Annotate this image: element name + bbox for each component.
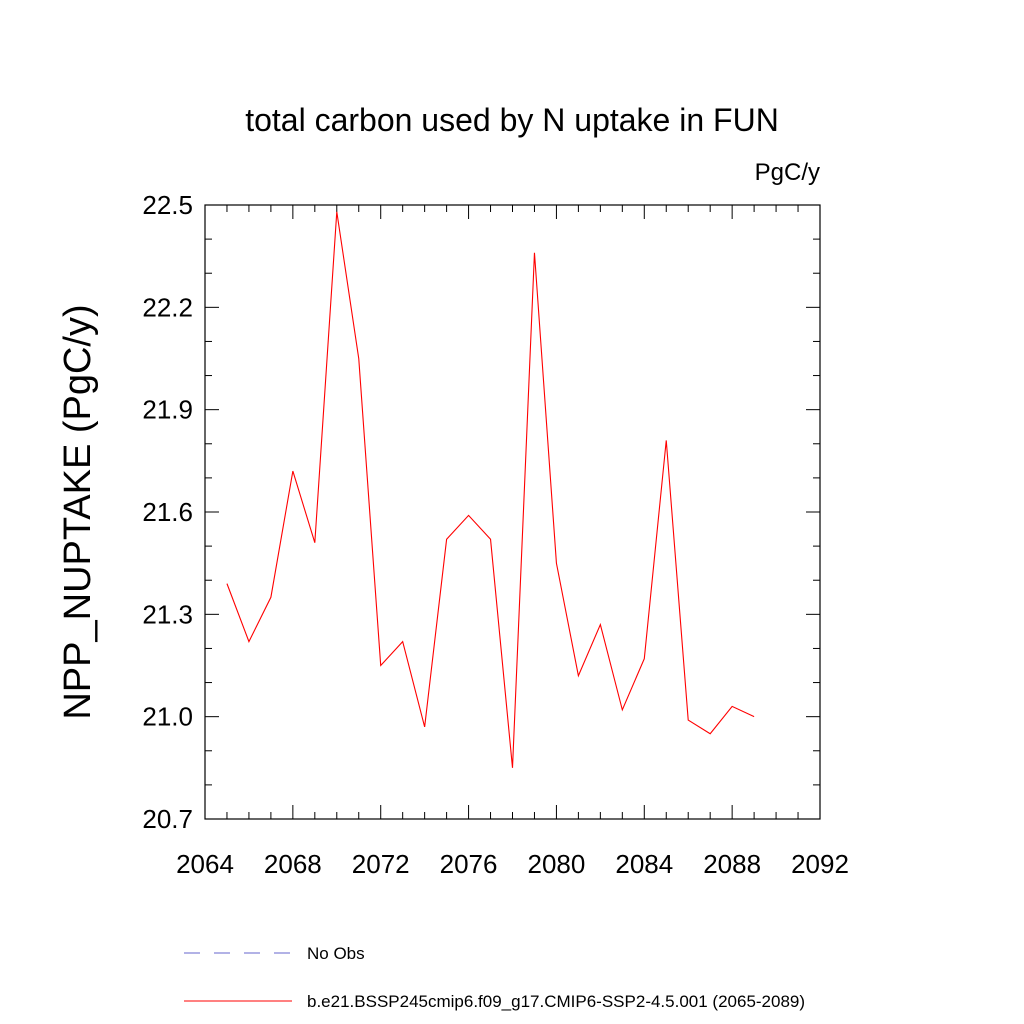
x-tick-label: 2068 xyxy=(264,849,322,879)
y-axis-label: NPP_NUPTAKE (PgC/y) xyxy=(57,304,99,719)
axis-ticks xyxy=(204,204,821,820)
legend: No Obs b.e21.BSSP245cmip6.f09_g17.CMIP6-… xyxy=(184,944,805,1011)
series-line xyxy=(226,211,755,768)
y-tick-label: 21.3 xyxy=(142,599,193,629)
y-tick-label: 20.7 xyxy=(142,804,193,834)
x-tick-label: 2080 xyxy=(528,849,586,879)
x-tick-label: 2076 xyxy=(440,849,498,879)
x-tick-label: 2088 xyxy=(703,849,761,879)
legend-label-model-run: b.e21.BSSP245cmip6.f09_g17.CMIP6-SSP2-4.… xyxy=(307,992,805,1011)
y-tick-label: 21.9 xyxy=(142,395,193,425)
y-tick-label: 21.6 xyxy=(142,497,193,527)
x-tick-label: 2084 xyxy=(615,849,673,879)
data-series xyxy=(226,211,755,768)
y-tick-label: 21.0 xyxy=(142,702,193,732)
y-tick-label: 22.2 xyxy=(142,292,193,322)
plot-frame xyxy=(204,204,821,820)
chart-title: total carbon used by N uptake in FUN xyxy=(245,102,779,138)
axis-tick-labels: 2064 2068 2072 2076 2080 2084 2088 2092 20.7 21.0… xyxy=(142,190,849,879)
legend-label-no-obs: No Obs xyxy=(307,944,365,963)
units-label: PgC/y xyxy=(755,159,820,186)
x-tick-label: 2092 xyxy=(791,849,849,879)
x-tick-label: 2072 xyxy=(352,849,410,879)
y-tick-label: 22.5 xyxy=(142,190,193,220)
x-tick-label: 2064 xyxy=(176,849,234,879)
